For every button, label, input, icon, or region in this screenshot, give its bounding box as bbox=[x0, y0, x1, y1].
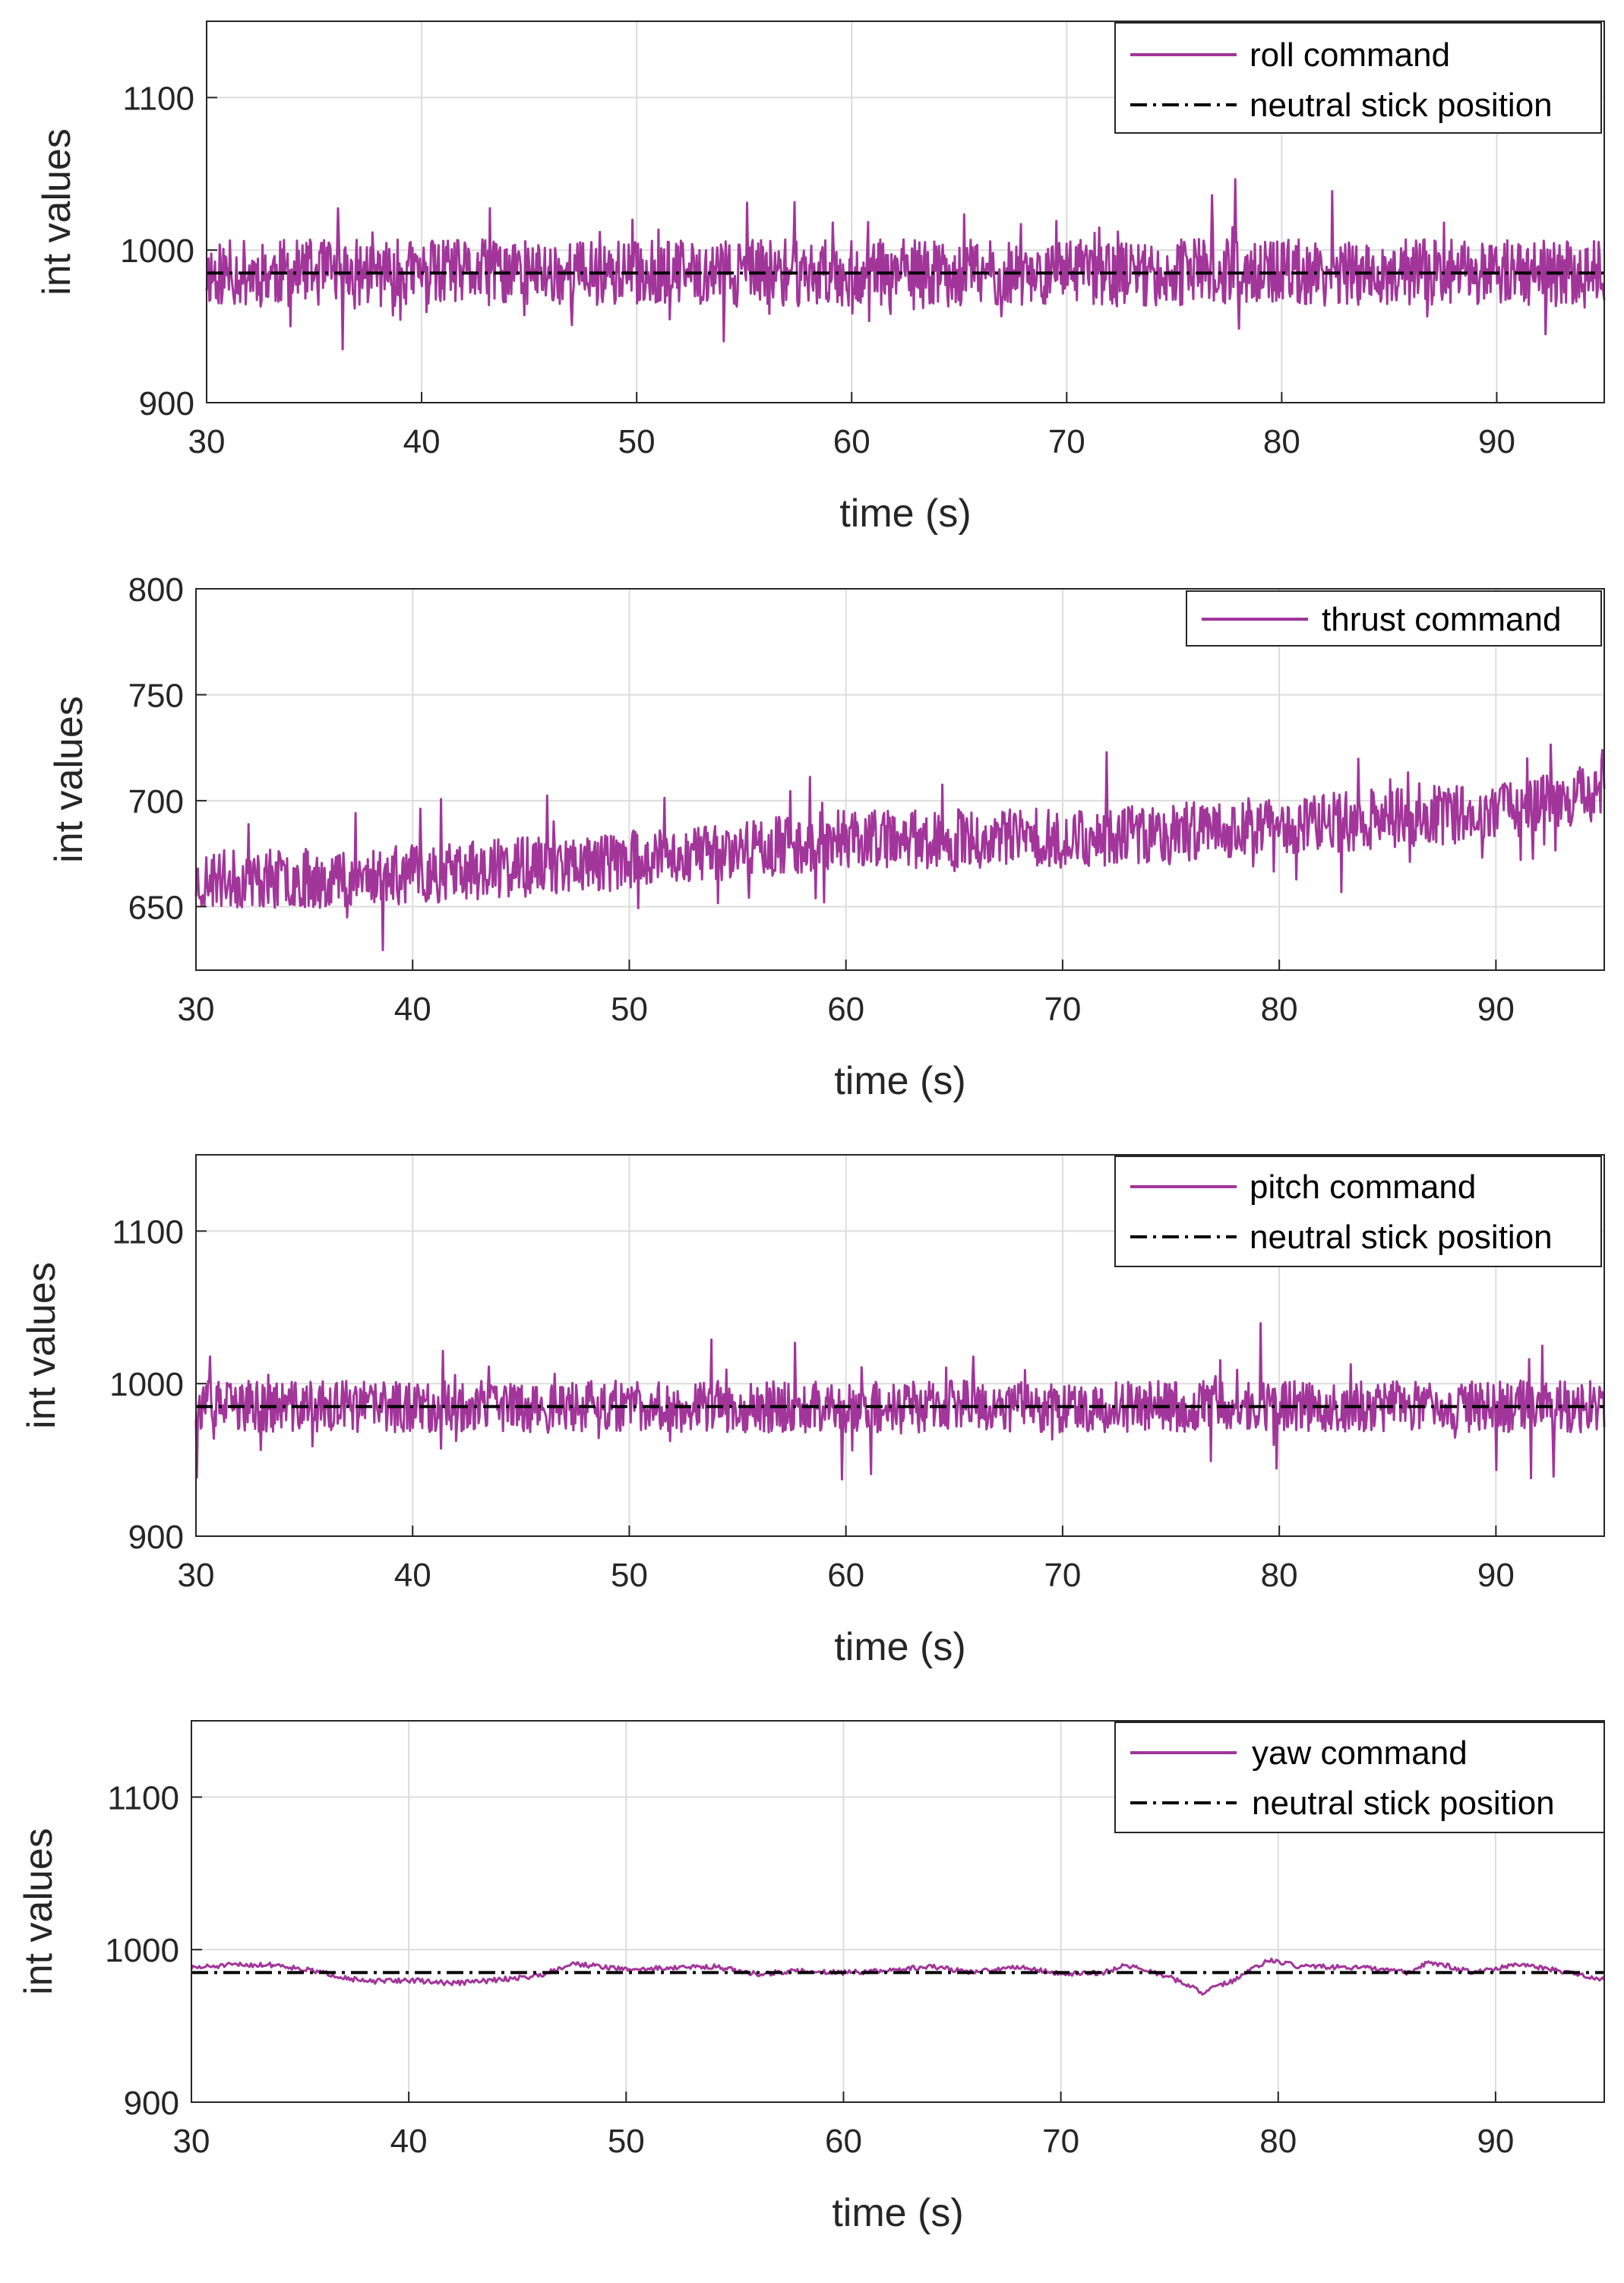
y-tick-label: 1100 bbox=[107, 1779, 179, 1817]
x-tick-label: 80 bbox=[1263, 423, 1300, 460]
y-axis-label: int values bbox=[20, 1262, 64, 1429]
series-line-roll-command bbox=[205, 178, 1606, 351]
series-line-yaw-command bbox=[190, 1957, 1606, 1996]
x-tick-label: 70 bbox=[1044, 991, 1081, 1028]
x-tick-label: 70 bbox=[1048, 423, 1085, 460]
axes-box bbox=[206, 21, 1605, 403]
y-ticks: 650 700 750 800 bbox=[128, 571, 207, 926]
axes-box bbox=[195, 588, 1605, 971]
legend: yaw command neutral stick position bbox=[1114, 1722, 1605, 1833]
legend-box bbox=[1114, 1722, 1605, 1833]
legend: thrust command bbox=[1186, 590, 1602, 647]
series bbox=[190, 1957, 1606, 1996]
y-tick-label: 900 bbox=[139, 385, 194, 422]
legend-label-neutral-stick-position: neutral stick position bbox=[1250, 1219, 1553, 1256]
legend-label-yaw-command: yaw command bbox=[1252, 1734, 1468, 1772]
series-line-pitch-command bbox=[194, 1322, 1606, 1481]
y-ticks: 900 1000 1100 bbox=[120, 80, 217, 422]
x-axis-label: time (s) bbox=[834, 1059, 965, 1103]
axes-box bbox=[195, 1154, 1605, 1537]
legend-label-neutral-stick-position: neutral stick position bbox=[1250, 87, 1553, 124]
y-ticks: 900 1000 1100 bbox=[109, 1213, 207, 1556]
y-axis-label: int values bbox=[47, 696, 91, 863]
x-tick-label: 80 bbox=[1261, 1557, 1298, 1594]
legend-label-roll-command: roll command bbox=[1250, 36, 1450, 74]
panel-roll: 30 40 50 60 70 80 90 900 1000 1100 time (s) int … bbox=[35, 21, 1606, 536]
x-tick-label: 40 bbox=[394, 991, 431, 1028]
x-tick-label: 60 bbox=[827, 1557, 864, 1594]
x-tick-label: 60 bbox=[833, 423, 870, 460]
x-tick-label: 90 bbox=[1478, 423, 1515, 460]
series bbox=[194, 743, 1606, 951]
x-tick-label: 50 bbox=[618, 423, 656, 460]
x-tick-label: 80 bbox=[1261, 991, 1298, 1028]
x-tick-label: 70 bbox=[1044, 1557, 1081, 1594]
y-tick-label: 650 bbox=[128, 889, 184, 926]
x-tick-label: 90 bbox=[1477, 1557, 1515, 1594]
legend-box bbox=[1114, 22, 1602, 134]
series bbox=[194, 1322, 1606, 1481]
y-tick-label: 1000 bbox=[120, 232, 194, 270]
legend-label-thrust-command: thrust command bbox=[1322, 601, 1561, 638]
x-tick-label: 60 bbox=[827, 991, 864, 1028]
x-ticks: 30 40 50 60 70 80 90 bbox=[173, 2092, 1514, 2160]
y-tick-label: 1000 bbox=[109, 1366, 184, 1403]
x-tick-label: 40 bbox=[403, 423, 441, 460]
y-ticks: 900 1000 1100 bbox=[105, 1779, 202, 2122]
legend: roll command neutral stick position bbox=[1114, 22, 1602, 134]
axes-box bbox=[191, 1720, 1605, 2103]
y-tick-label: 1100 bbox=[112, 1213, 184, 1251]
legend-label-pitch-command: pitch command bbox=[1250, 1168, 1476, 1206]
x-tick-label: 30 bbox=[178, 1557, 215, 1594]
series bbox=[205, 178, 1606, 351]
x-tick-label: 90 bbox=[1477, 991, 1515, 1028]
x-axis-label: time (s) bbox=[834, 1625, 965, 1669]
y-tick-label: 900 bbox=[128, 1519, 184, 1556]
y-tick-label: 900 bbox=[124, 2085, 179, 2122]
panel-yaw: 30 40 50 60 70 80 90 900 1000 1100 time (s) int … bbox=[17, 1720, 1606, 2235]
grid bbox=[196, 1155, 1604, 1536]
x-tick-label: 40 bbox=[394, 1557, 431, 1594]
x-tick-label: 90 bbox=[1477, 2123, 1514, 2160]
x-tick-label: 40 bbox=[390, 2123, 428, 2160]
x-tick-label: 50 bbox=[611, 991, 648, 1028]
x-tick-label: 80 bbox=[1259, 2123, 1297, 2160]
series-line-thrust-command bbox=[194, 743, 1606, 951]
y-axis-label: int values bbox=[17, 1828, 61, 1995]
x-axis-label: time (s) bbox=[832, 2191, 963, 2235]
legend: pitch command neutral stick position bbox=[1114, 1156, 1602, 1267]
x-ticks: 30 40 50 60 70 80 90 bbox=[178, 960, 1515, 1028]
y-axis-label: int values bbox=[35, 128, 79, 296]
x-tick-label: 30 bbox=[178, 991, 215, 1028]
x-ticks: 30 40 50 60 70 80 90 bbox=[188, 392, 1515, 460]
y-tick-label: 1100 bbox=[122, 80, 194, 117]
x-tick-label: 50 bbox=[611, 1557, 648, 1594]
panel-pitch: 30 40 50 60 70 80 90 900 1000 1100 time (s) int … bbox=[20, 1154, 1606, 1669]
y-tick-label: 700 bbox=[128, 783, 184, 821]
panel-thrust: 30 40 50 60 70 80 90 650 700 750 800 time (s) int… bbox=[47, 571, 1606, 1103]
x-tick-label: 70 bbox=[1042, 2123, 1079, 2160]
x-tick-label: 30 bbox=[173, 2123, 210, 2160]
x-axis-label: time (s) bbox=[839, 492, 971, 536]
legend-label-neutral-stick-position: neutral stick position bbox=[1252, 1785, 1555, 1822]
x-tick-label: 60 bbox=[825, 2123, 862, 2160]
x-tick-label: 50 bbox=[608, 2123, 645, 2160]
x-tick-label: 30 bbox=[188, 423, 226, 460]
x-ticks: 30 40 50 60 70 80 90 bbox=[178, 1526, 1515, 1594]
legend-box bbox=[1114, 1156, 1602, 1267]
y-tick-label: 800 bbox=[128, 571, 184, 609]
y-tick-label: 1000 bbox=[105, 1932, 179, 1969]
y-tick-label: 750 bbox=[128, 677, 184, 714]
